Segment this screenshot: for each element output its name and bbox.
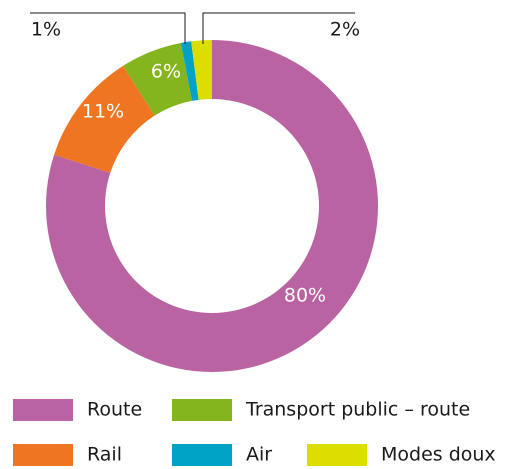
data-label: 6%: [151, 61, 181, 83]
data-label: 80%: [284, 285, 326, 307]
legend-label: Air: [246, 444, 272, 466]
donut-slice: [45, 40, 379, 372]
legend-swatch: [172, 399, 232, 421]
legend-label: Rail: [87, 444, 122, 466]
donut-slice: [54, 65, 155, 173]
donut-slice: [180, 41, 199, 101]
donut-slice: [123, 42, 192, 116]
legend-label: Transport public – route: [245, 399, 470, 421]
legend-label: Modes doux: [381, 444, 496, 466]
legend-swatch: [307, 444, 367, 466]
legend-swatch: [13, 444, 73, 466]
legend-swatch: [13, 399, 73, 421]
data-label: 1%: [31, 19, 61, 41]
legend-label: Route: [87, 399, 142, 421]
data-label: 11%: [82, 101, 124, 123]
data-label: 2%: [330, 19, 360, 41]
donut-slice: [191, 40, 212, 100]
leader-line: [30, 12, 186, 44]
leader-line: [202, 12, 355, 44]
legend-swatch: [172, 444, 232, 466]
